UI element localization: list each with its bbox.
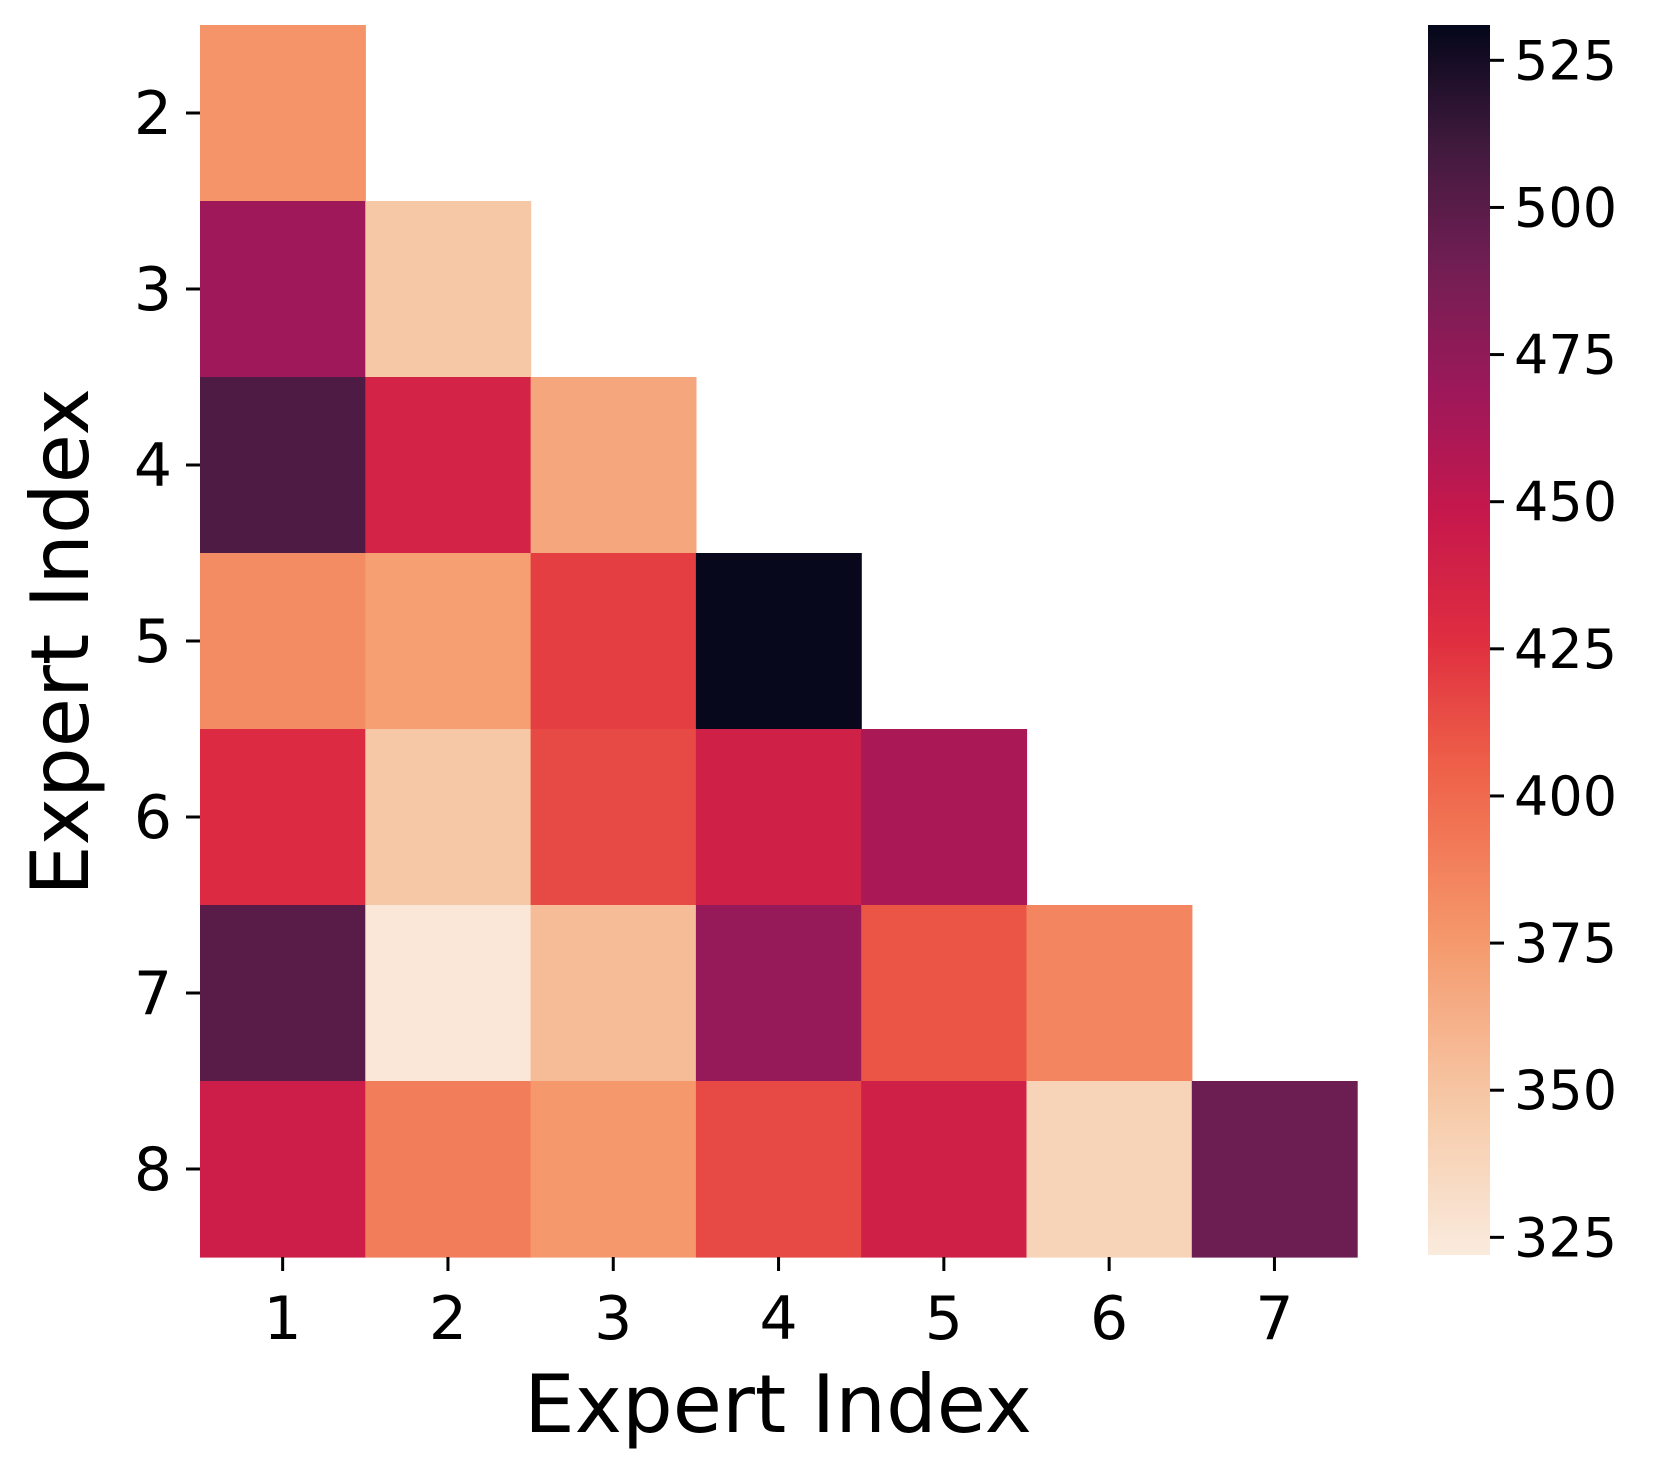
x-tick-label: 4 (759, 1284, 797, 1354)
heatmap-cell (365, 729, 532, 906)
x-tick-label: 2 (429, 1284, 467, 1354)
x-tick-label: 5 (925, 1284, 963, 1354)
heatmap-cell (530, 553, 697, 730)
heatmap-cell (365, 553, 532, 730)
colorbar-tick-label: 475 (1514, 324, 1617, 387)
heatmap-cell (1026, 1081, 1193, 1258)
heatmap-cell (200, 201, 366, 378)
x-tick-label: 7 (1255, 1284, 1293, 1354)
heatmap-cell (1026, 905, 1193, 1082)
heatmap-cell (200, 377, 366, 554)
x-tick-label: 3 (594, 1284, 632, 1354)
x-tick-label: 1 (264, 1284, 302, 1354)
heatmap-cell (365, 1081, 532, 1258)
y-tick-label: 5 (134, 607, 172, 677)
heatmap-cell (695, 553, 862, 730)
heatmap-cell (530, 729, 697, 906)
colorbar-tick-label: 425 (1514, 618, 1617, 681)
heatmap-cell (200, 25, 366, 202)
heatmap-cells (200, 25, 1358, 1258)
heatmap-cell (1191, 1081, 1358, 1258)
x-tick-label: 6 (1090, 1284, 1128, 1354)
colorbar-tick-label: 400 (1514, 765, 1617, 828)
colorbar-tick-label: 375 (1514, 912, 1617, 975)
colorbar-ticks: 325 350 375 400 425 450 475 500 525 (1490, 29, 1617, 1269)
heatmap-cell (861, 905, 1028, 1082)
heatmap-cell (365, 201, 532, 378)
heatmap-cell (200, 1081, 366, 1258)
heatmap-cell (530, 905, 697, 1082)
heatmap-cell (530, 1081, 697, 1258)
heatmap-cell (365, 377, 532, 554)
y-axis-ticks: 2 3 4 5 6 7 8 (134, 79, 200, 1205)
colorbar (1428, 25, 1490, 1255)
y-tick-label: 7 (134, 959, 172, 1029)
y-tick-label: 8 (134, 1135, 172, 1205)
heatmap-cell (695, 729, 862, 906)
heatmap-cell (695, 905, 862, 1082)
heatmap-cell (861, 1081, 1028, 1258)
y-tick-label: 3 (134, 255, 172, 325)
x-axis-label: Expert Index (524, 1358, 1032, 1451)
heatmap-cell (200, 905, 366, 1082)
heatmap-cell (200, 553, 366, 730)
y-tick-label: 2 (134, 79, 172, 149)
y-axis-label: Expert Index (14, 388, 107, 896)
colorbar-tick-label: 525 (1514, 29, 1617, 92)
y-tick-label: 4 (134, 431, 172, 501)
y-tick-label: 6 (134, 783, 172, 853)
colorbar-tick-label: 500 (1514, 176, 1617, 239)
heatmap-cell (200, 729, 366, 906)
colorbar-tick-label: 325 (1514, 1206, 1617, 1269)
heatmap-cell (530, 377, 697, 554)
heatmap-cell (365, 905, 532, 1082)
x-axis-ticks: 1 2 3 4 5 6 7 (264, 1257, 1294, 1354)
heatmap-cell (861, 729, 1028, 906)
colorbar-tick-label: 350 (1514, 1059, 1617, 1122)
colorbar-tick-label: 450 (1514, 471, 1617, 534)
heatmap-cell (695, 1081, 862, 1258)
